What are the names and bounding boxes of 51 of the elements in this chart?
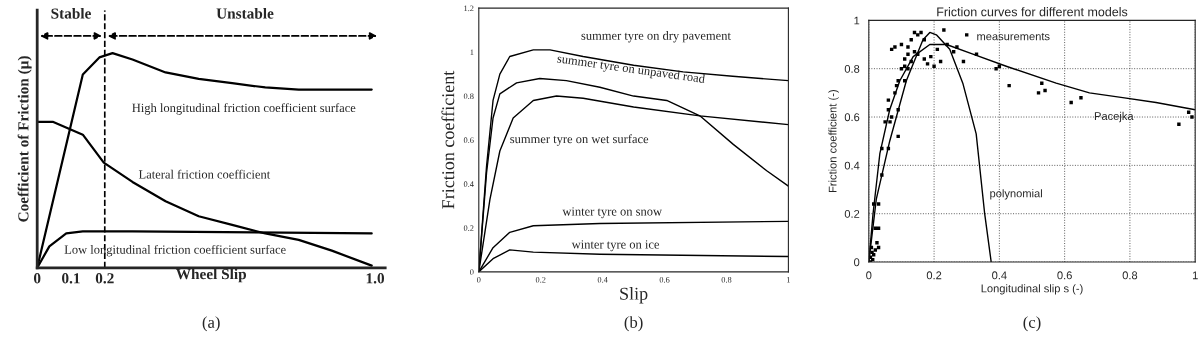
text: (a) bbox=[202, 316, 220, 332]
y-tick-label: 0.8 bbox=[844, 64, 860, 73]
x-axis-title: Wheel Slip bbox=[175, 268, 247, 283]
y-tick-label: 0.4 bbox=[844, 161, 860, 170]
series-label: summer tyre on wet surface bbox=[510, 134, 649, 146]
x-tick-label: 1.0 bbox=[366, 273, 385, 284]
x-axis-title: Slip bbox=[620, 287, 648, 304]
series-label: High longitudinal friction coefficient surface bbox=[132, 103, 356, 115]
x-tick-label: 0.6 bbox=[1057, 271, 1072, 280]
series-label: winter tyre on snow bbox=[562, 207, 662, 219]
chart-title: Friction curves for different models bbox=[937, 7, 1128, 17]
series-label: Low longitudinal friction coefficient surface bbox=[64, 244, 286, 257]
x-tick-label: 0 bbox=[866, 271, 872, 280]
y-axis-title: Coefficient of Friction (μ) bbox=[17, 56, 32, 222]
text: (c) bbox=[1023, 316, 1041, 332]
y-tick-label: 0.8 bbox=[463, 93, 474, 100]
text: (b) bbox=[624, 316, 643, 332]
series-label: Pacejka bbox=[1094, 111, 1134, 123]
series-label: winter tyre on ice bbox=[571, 240, 660, 252]
y-tick-label: 0.2 bbox=[844, 209, 860, 218]
x-tick-label: 0.2 bbox=[926, 271, 942, 280]
series-label: summer tyre on dry pavement bbox=[581, 31, 731, 43]
series-label: Lateral friction coefficient bbox=[138, 169, 271, 179]
text: summer tyre on unpaved road bbox=[556, 53, 706, 86]
x-tick-label: 1 bbox=[1192, 271, 1198, 280]
x-tick-label: 0 bbox=[477, 276, 481, 283]
x-tick-label: 0.4 bbox=[992, 271, 1007, 280]
x-tick-label: 0.6 bbox=[659, 276, 670, 283]
x-tick-label: 0 bbox=[33, 273, 41, 284]
x-tick-label: 0.2 bbox=[95, 273, 114, 284]
x-axis-title: Longitudinal slip s (-) bbox=[981, 284, 1083, 295]
y-tick-label: 0.4 bbox=[463, 181, 474, 187]
series-label: measurements bbox=[977, 32, 1050, 41]
y-tick-label: 1 bbox=[470, 49, 474, 55]
text: Stable bbox=[51, 7, 91, 19]
y-axis-title: Friction coefficient (-) bbox=[828, 90, 839, 193]
x-tick-label: 1 bbox=[787, 277, 790, 283]
y-axis-title: Friction coefficient bbox=[441, 70, 455, 209]
y-tick-label: 0 bbox=[854, 258, 860, 267]
x-tick-label: 0.1 bbox=[62, 273, 80, 284]
series-label: polynomial bbox=[990, 189, 1042, 200]
y-tick-label: 0.6 bbox=[463, 137, 474, 144]
x-tick-label: 0.4 bbox=[597, 276, 608, 283]
text: Unstable bbox=[216, 7, 274, 19]
y-tick-label: 1 bbox=[854, 16, 860, 25]
x-tick-label: 0.2 bbox=[535, 276, 546, 283]
y-tick-label: 1.2 bbox=[464, 5, 474, 12]
y-tick-label: 0.6 bbox=[844, 113, 860, 122]
x-tick-label: 0.8 bbox=[1122, 271, 1138, 280]
y-tick-label: 0.2 bbox=[463, 225, 474, 231]
x-tick-label: 0.8 bbox=[721, 276, 732, 283]
